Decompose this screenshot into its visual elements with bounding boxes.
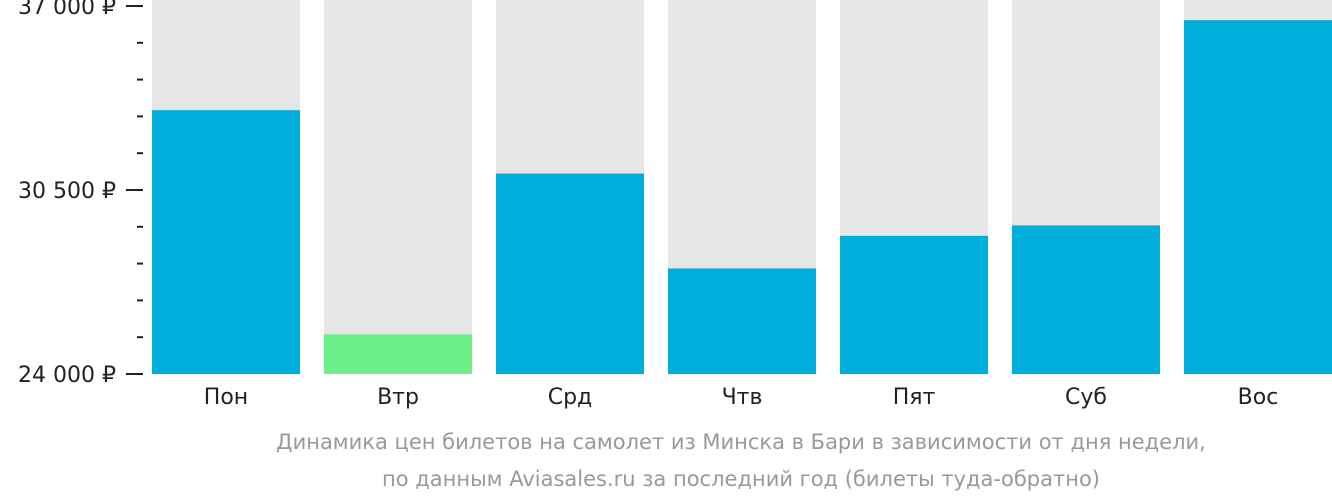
bar-2 — [324, 334, 472, 374]
bar-1 — [152, 110, 300, 375]
x-tick-label: Пон — [204, 385, 248, 410]
bar-6 — [1012, 225, 1160, 374]
x-tick-label: Втр — [377, 385, 419, 410]
x-tick-label: Суб — [1065, 385, 1107, 410]
x-axis: Пон Втр Срд Чтв Пят Суб Вос — [204, 385, 1279, 410]
bar-5 — [840, 235, 988, 374]
y-tick-label: 30 500 ₽ — [18, 179, 116, 204]
y-tick-label: 37 000 ₽ — [18, 0, 116, 20]
y-tick-label: 24 000 ₽ — [18, 363, 116, 388]
x-tick-label: Вос — [1238, 385, 1279, 410]
bar-4 — [668, 268, 816, 374]
price-by-weekday-chart: 37 000 ₽ 30 500 ₽ 24 000 ₽ Пон Втр Срд Чтв Пят… — [18, 0, 1332, 410]
bars — [152, 20, 1332, 375]
bar-7 — [1184, 20, 1332, 375]
x-tick-label: Чтв — [722, 385, 763, 410]
chart-caption-line-2: по данным Aviasales.ru за последний год … — [382, 467, 1100, 491]
x-tick-label: Срд — [548, 385, 593, 410]
bar-3 — [496, 173, 644, 374]
background-column — [324, 0, 472, 374]
y-axis: 37 000 ₽ 30 500 ₽ 24 000 ₽ — [18, 0, 143, 388]
x-tick-label: Пят — [893, 385, 936, 410]
chart-caption-line-1: Динамика цен билетов на самолет из Минск… — [276, 430, 1206, 454]
